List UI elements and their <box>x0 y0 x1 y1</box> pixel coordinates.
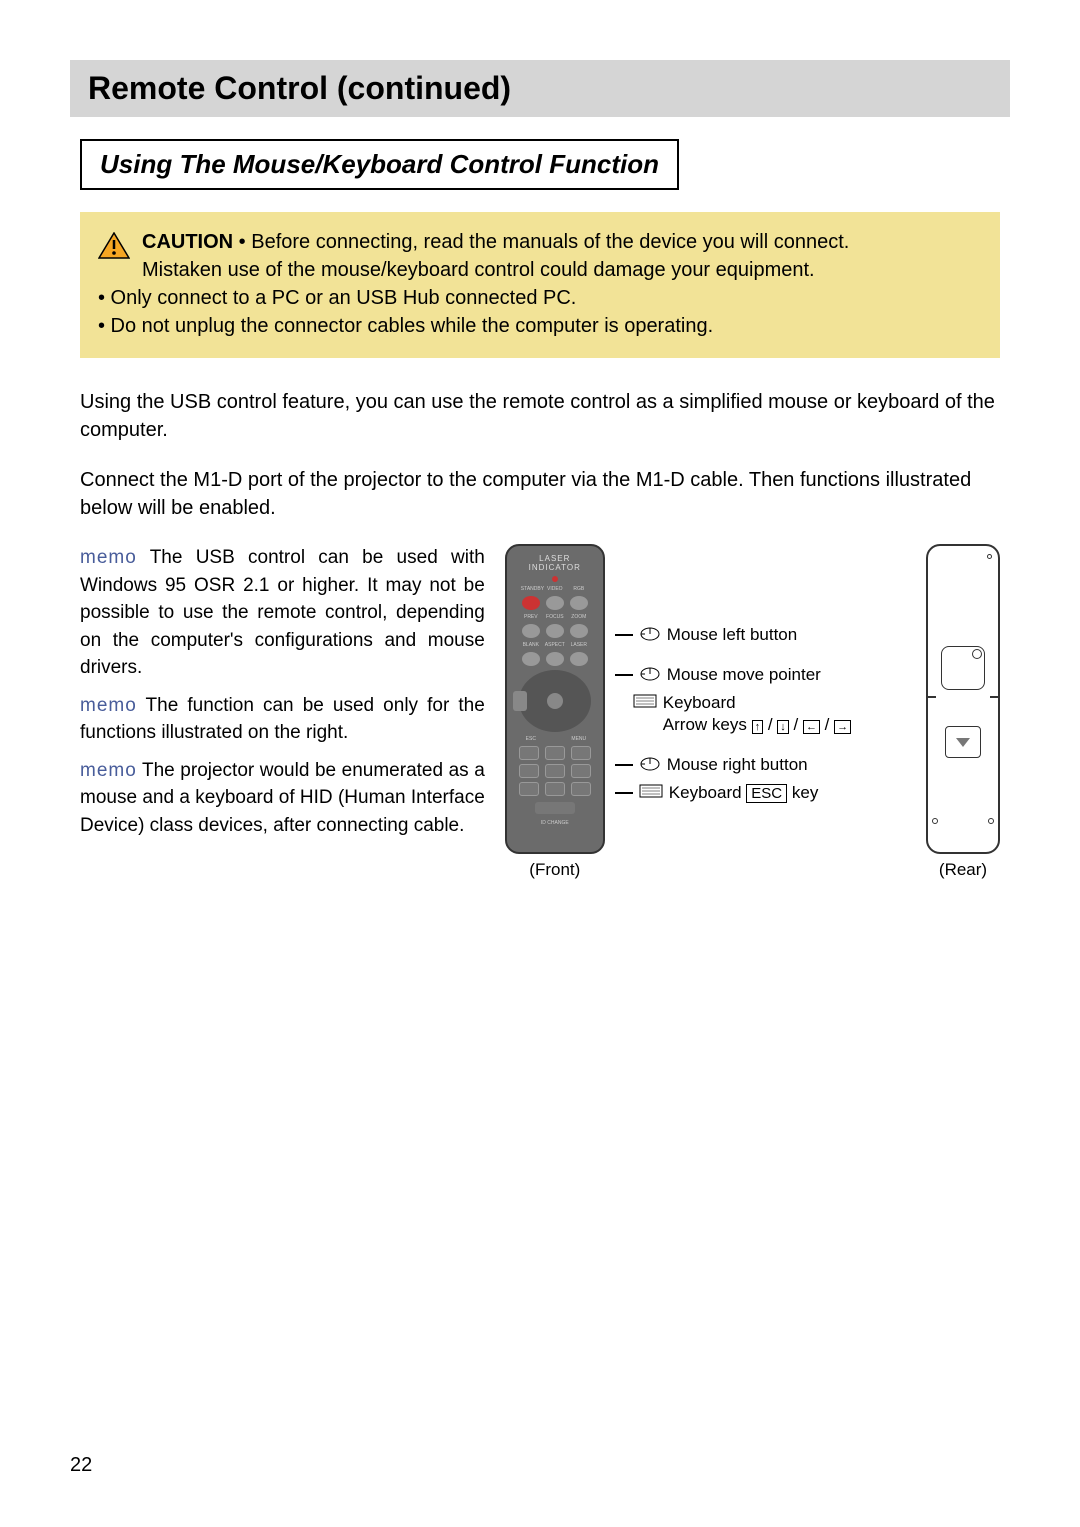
arrow-left-icon: ← <box>803 720 820 734</box>
rear-caption: (Rear) <box>939 860 987 880</box>
remote-grid-3 <box>519 782 591 796</box>
arrow-down-icon: ↓ <box>777 720 789 734</box>
header-title: Remote Control (continued) <box>88 70 511 106</box>
id-change-label: ID CHANGE <box>541 820 569 826</box>
kb-arrow-text: Keyboard Arrow keys ↑ / ↓ / ← / → <box>663 692 851 736</box>
arrow-keys-text: Arrow keys <box>663 715 752 734</box>
caution-first-row: CAUTION • Before connecting, read the ma… <box>98 228 982 284</box>
two-column-layout: memo The USB control can be used with Wi… <box>80 544 1000 880</box>
memo-3: memo The projector would be enumerated a… <box>80 757 485 840</box>
caution-label: CAUTION <box>142 231 233 253</box>
rear-notch-right <box>990 696 998 698</box>
rear-notch-left <box>928 696 936 698</box>
caution-bullet-2: • Only connect to a PC or an USB Hub con… <box>98 284 982 312</box>
leader-line <box>615 634 633 636</box>
memo-label: memo <box>80 547 137 568</box>
label-text: Mouse right button <box>667 754 808 776</box>
dpad-center-icon <box>547 693 563 709</box>
callout-labels: Mouse left button Mouse move pointer Key… <box>615 544 916 811</box>
remote-row2-labels: PREVFOCUSZOOM <box>521 614 589 620</box>
mouse-icon <box>639 756 661 772</box>
mouse-icon <box>639 626 661 642</box>
leader-line <box>615 674 633 676</box>
memo-2-text: The function can be used only for the fu… <box>80 695 485 744</box>
dpad-enter-tab <box>513 691 527 711</box>
remote-grid-1 <box>519 746 591 760</box>
remote-front-unit: LASER INDICATOR STANDBYVIDEORGB PREVFOCU… <box>505 544 605 880</box>
label-mouse-left: Mouse left button <box>615 624 916 646</box>
rear-screw-icon <box>988 818 994 824</box>
esc-key-text: Keyboard ESC key <box>669 782 819 804</box>
memo-1: memo The USB control can be used with Wi… <box>80 544 485 682</box>
paragraph-2: Connect the M1-D port of the projector t… <box>80 466 1000 522</box>
remote-row1 <box>522 596 588 610</box>
remote-rear <box>926 544 1000 854</box>
remote-dpad <box>519 670 591 732</box>
label-keyboard-esc: Keyboard ESC key <box>615 782 916 804</box>
remote-row3-labels: BLANKASPECTLASER <box>521 642 589 648</box>
label-mouse-right: Mouse right button <box>615 754 916 776</box>
label-text: Keyboard <box>663 693 736 712</box>
front-caption: (Front) <box>529 860 580 880</box>
page-number: 22 <box>70 1454 92 1477</box>
page-header: Remote Control (continued) <box>70 60 1010 117</box>
paragraph-1: Using the USB control feature, you can u… <box>80 388 1000 444</box>
subtitle-text: Using The Mouse/Keyboard Control Functio… <box>100 149 659 179</box>
remote-indicator-label: LASER INDICATOR <box>513 554 597 572</box>
caution-text-main: CAUTION • Before connecting, read the ma… <box>142 228 849 284</box>
remote-wide-btn <box>535 802 575 814</box>
rear-screw-icon <box>987 554 992 559</box>
keyboard-icon <box>639 784 663 798</box>
memo-3-text: The projector would be enumerated as a m… <box>80 760 485 836</box>
arrow-right-icon: → <box>834 720 851 734</box>
label-text: Keyboard <box>669 783 747 802</box>
memo-column: memo The USB control can be used with Wi… <box>80 544 485 880</box>
label-mouse-move: Mouse move pointer <box>615 664 916 686</box>
rear-touchpad <box>941 646 985 690</box>
caution-bullet-3: • Do not unplug the connector cables whi… <box>98 312 982 340</box>
caution-box: CAUTION • Before connecting, read the ma… <box>80 212 1000 358</box>
remote-rear-unit: (Rear) <box>926 544 1000 880</box>
rear-pad-corner-icon <box>972 649 982 659</box>
label-text: Mouse left button <box>667 624 797 646</box>
caution-line-1b: Mistaken use of the mouse/keyboard contr… <box>142 259 815 281</box>
arrow-up-icon: ↑ <box>752 720 764 734</box>
caution-line-1a: • Before connecting, read the manuals of… <box>233 231 849 253</box>
remote-grid-2 <box>519 764 591 778</box>
rear-screw-icon <box>932 818 938 824</box>
mouse-icon <box>639 666 661 682</box>
section-subtitle: Using The Mouse/Keyboard Control Functio… <box>80 139 679 190</box>
triangle-down-icon <box>954 736 972 748</box>
memo-1-text: The USB control can be used with Windows… <box>80 547 485 678</box>
label-text: Mouse move pointer <box>667 664 821 686</box>
remote-illustration-column: LASER INDICATOR STANDBYVIDEORGB PREVFOCU… <box>505 544 1000 880</box>
warning-icon <box>98 232 130 260</box>
label-keyboard-arrows: Keyboard Arrow keys ↑ / ↓ / ← / → <box>615 692 916 736</box>
remote-row1-labels: STANDBYVIDEORGB <box>521 586 589 592</box>
laser-led-icon <box>552 576 558 582</box>
memo-label: memo <box>80 695 137 716</box>
remote-row4-labels: ESCMENU <box>521 736 589 742</box>
label-text: key <box>787 783 818 802</box>
rear-down-button <box>945 726 981 758</box>
memo-2: memo The function can be used only for t… <box>80 692 485 747</box>
memo-label: memo <box>80 760 137 781</box>
remote-front: LASER INDICATOR STANDBYVIDEORGB PREVFOCU… <box>505 544 605 854</box>
esc-key-box: ESC <box>746 784 787 803</box>
leader-line <box>615 764 633 766</box>
remote-row2 <box>522 624 588 638</box>
remote-row3 <box>522 652 588 666</box>
keyboard-icon <box>633 694 657 708</box>
leader-line <box>615 792 633 794</box>
